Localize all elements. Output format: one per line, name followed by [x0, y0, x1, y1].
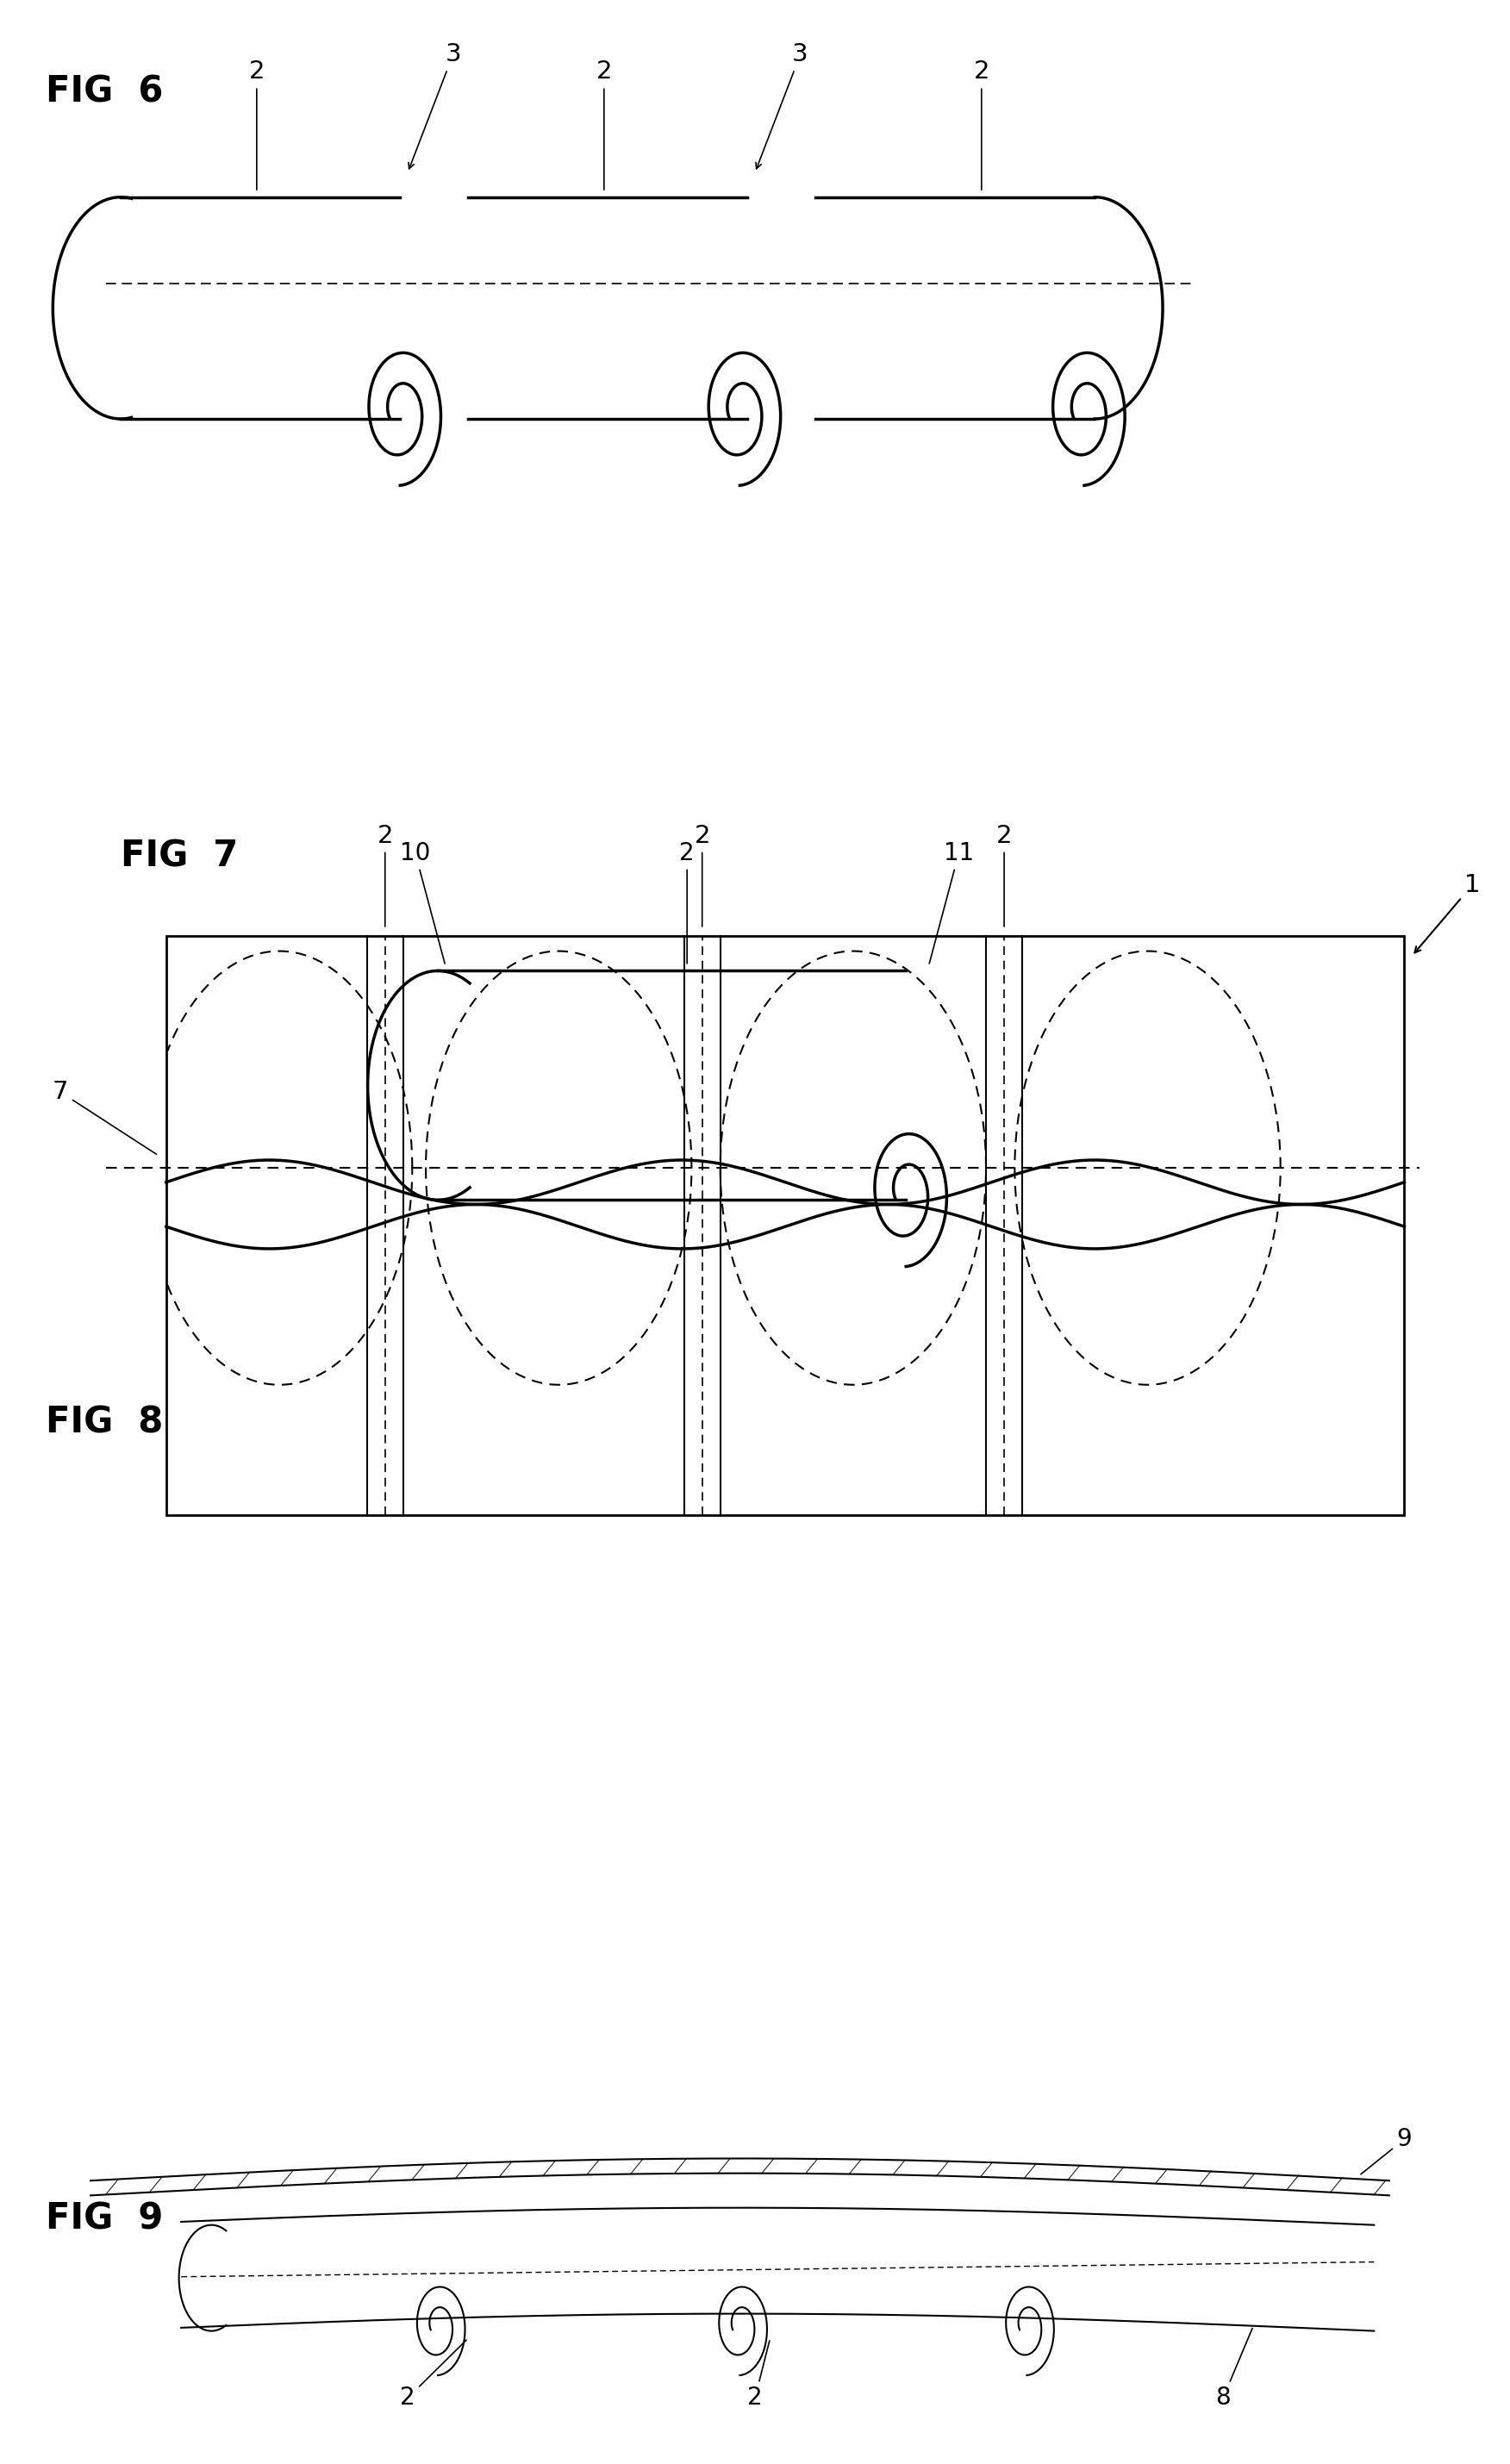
- Text: 1: 1: [1415, 872, 1480, 954]
- Text: 2: 2: [997, 823, 1012, 926]
- Text: FIG  6: FIG 6: [45, 74, 163, 111]
- Text: 9: 9: [1361, 2126, 1412, 2173]
- Text: 10: 10: [400, 840, 445, 963]
- Text: 8: 8: [1216, 2328, 1252, 2410]
- Text: 2: 2: [400, 2341, 467, 2410]
- Text: FIG  8: FIG 8: [45, 1404, 163, 1441]
- Text: FIG  9: FIG 9: [45, 2200, 163, 2237]
- Text: 2: 2: [378, 823, 393, 926]
- Text: 2: 2: [747, 2341, 770, 2410]
- Text: 2: 2: [695, 823, 710, 926]
- Text: 7: 7: [53, 1079, 157, 1153]
- Text: 2: 2: [974, 59, 989, 190]
- Text: 2: 2: [249, 59, 264, 190]
- Text: 2: 2: [596, 59, 612, 190]
- Text: FIG  7: FIG 7: [121, 838, 239, 875]
- Text: 3: 3: [409, 42, 461, 168]
- Text: 11: 11: [929, 840, 974, 963]
- Text: 3: 3: [757, 42, 808, 168]
- Text: 2: 2: [680, 840, 695, 963]
- Bar: [166, 936, 1404, 1515]
